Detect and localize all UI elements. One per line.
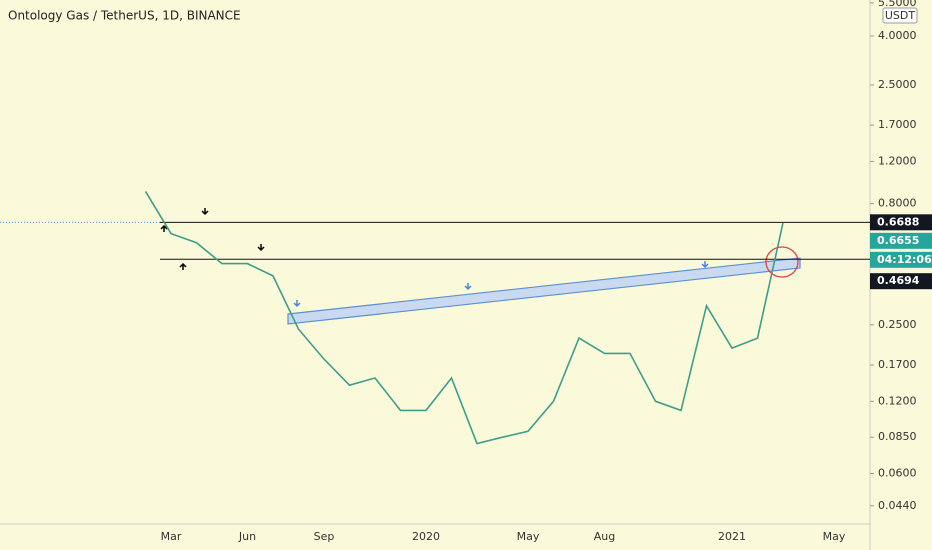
x-tick-label: Sep	[314, 530, 335, 543]
level-label-box	[870, 273, 932, 290]
level-label: 0.4694	[877, 274, 920, 287]
y-tick-label: 0.0600	[878, 467, 917, 480]
y-tick-label: 2.5000	[878, 78, 917, 91]
y-tick-label: 0.0850	[878, 430, 917, 443]
last-price-label: 0.6655	[877, 234, 919, 247]
last-price-label-box	[870, 232, 932, 249]
x-tick-label: 2021	[718, 530, 746, 543]
channel	[287, 257, 801, 325]
y-tick-label: 5.5000	[878, 0, 917, 9]
y-tick-label: 0.8000	[878, 197, 917, 210]
x-tick-label: May	[517, 530, 540, 543]
y-tick-label: 0.2500	[878, 318, 917, 331]
arrow-down	[201, 208, 209, 216]
arrow-down	[293, 300, 301, 308]
chart-title: Ontology Gas / TetherUS, 1D, BINANCE	[8, 9, 241, 23]
arrow-up	[179, 262, 187, 270]
y-tick-label: 4.0000	[878, 29, 917, 42]
y-tick-label: 1.2000	[878, 154, 917, 167]
y-tick-label: 0.1200	[878, 394, 917, 407]
x-tick-label: Mar	[161, 530, 182, 543]
level-label-box	[870, 214, 932, 231]
x-tick-label: Aug	[594, 530, 615, 543]
countdown-label-box	[870, 251, 932, 268]
y-tick-label: 0.1700	[878, 358, 917, 371]
highlight-circle	[765, 246, 799, 278]
y-tick-label: 1.7000	[878, 118, 917, 131]
y-tick-label: 0.0440	[878, 499, 917, 512]
x-tick-label: May	[823, 530, 846, 543]
price-line	[144, 190, 784, 445]
arrow-up	[160, 224, 168, 232]
level-label: 0.6688	[877, 215, 919, 228]
arrow-down	[464, 283, 472, 291]
x-tick-label: 2020	[412, 530, 440, 543]
annotations	[160, 208, 801, 325]
arrow-down	[257, 244, 265, 252]
arrow-down	[701, 261, 709, 269]
unit-label: USDT	[885, 9, 916, 22]
countdown-label: 04:12:06	[877, 253, 932, 266]
x-tick-label: Jun	[238, 530, 256, 543]
unit-box	[882, 7, 918, 24]
